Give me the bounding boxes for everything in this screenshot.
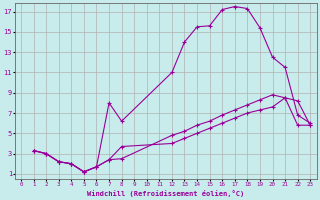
X-axis label: Windchill (Refroidissement éolien,°C): Windchill (Refroidissement éolien,°C) bbox=[87, 190, 244, 197]
